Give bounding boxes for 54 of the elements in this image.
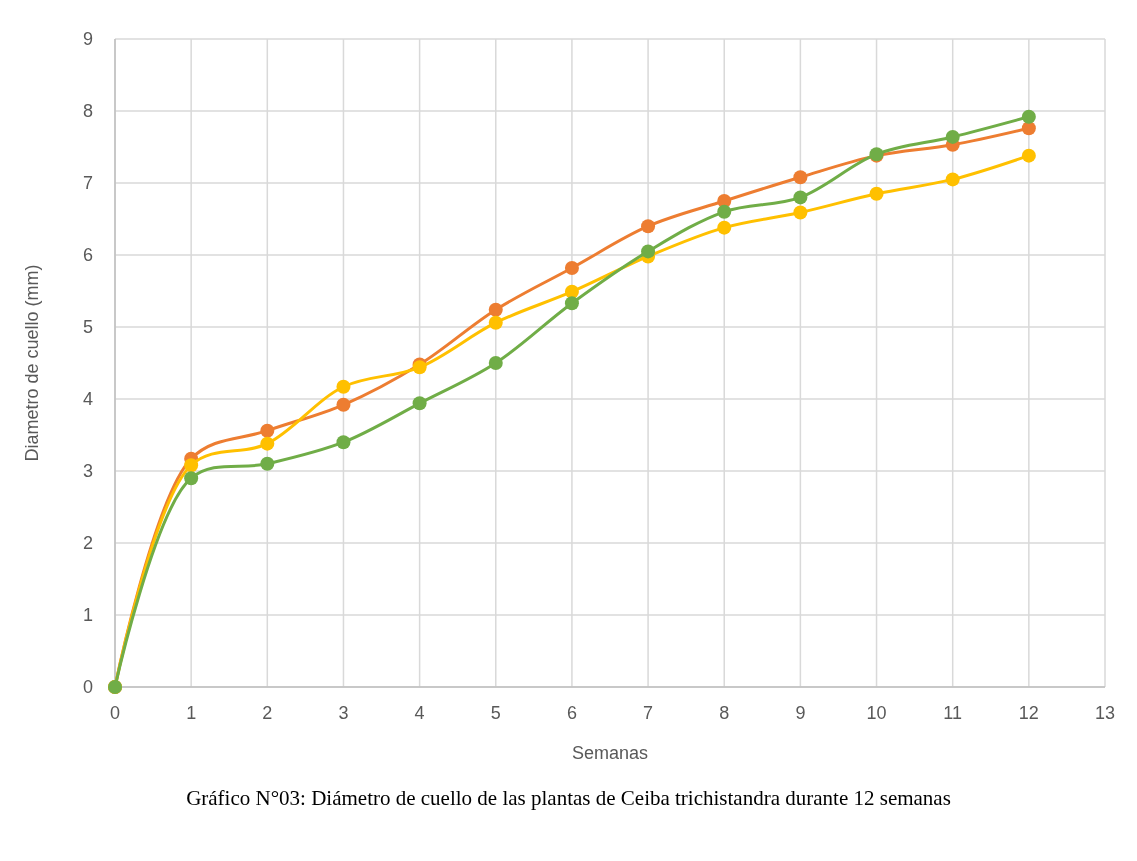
x-tick-label: 4 bbox=[414, 703, 425, 723]
x-tick-label: 13 bbox=[1094, 703, 1116, 723]
x-tick-label: 0 bbox=[109, 703, 121, 723]
y-tick-label: 4 bbox=[82, 389, 93, 410]
point bbox=[260, 423, 275, 438]
point bbox=[488, 302, 503, 317]
point bbox=[945, 129, 960, 144]
y-axis-title: Diametro de cuello (mm) bbox=[22, 264, 42, 462]
point bbox=[1021, 148, 1036, 163]
y-tick-label: 3 bbox=[82, 461, 93, 482]
point bbox=[564, 260, 579, 275]
point bbox=[260, 436, 275, 451]
y-tick-label: 6 bbox=[82, 245, 93, 266]
y-tick-label: 9 bbox=[82, 29, 93, 50]
point bbox=[336, 379, 351, 394]
point bbox=[488, 315, 503, 330]
x-axis-title: Semanas bbox=[571, 743, 649, 763]
point bbox=[793, 205, 808, 220]
point bbox=[184, 471, 199, 486]
point bbox=[336, 397, 351, 412]
point bbox=[641, 219, 656, 234]
x-tick-label: 11 bbox=[943, 703, 963, 723]
y-tick-label: 5 bbox=[82, 317, 93, 338]
point bbox=[564, 296, 579, 311]
point bbox=[945, 172, 960, 187]
point bbox=[184, 458, 199, 473]
point bbox=[793, 170, 808, 185]
x-tick-label: 9 bbox=[795, 703, 806, 723]
point bbox=[260, 456, 275, 471]
x-tick-label: 8 bbox=[719, 703, 730, 723]
x-tick-label: 1 bbox=[186, 703, 197, 723]
x-tick-label: 6 bbox=[566, 703, 577, 723]
x-tick-label: 10 bbox=[866, 703, 887, 723]
y-tick-label: 2 bbox=[82, 533, 93, 554]
x-tick-label: 5 bbox=[490, 703, 501, 723]
y-tick-label: 8 bbox=[82, 101, 93, 122]
point bbox=[488, 356, 503, 370]
x-tick-label: 2 bbox=[262, 703, 273, 723]
point bbox=[869, 186, 884, 201]
y-tick-label: 1 bbox=[82, 605, 93, 626]
x-tick-label: 7 bbox=[643, 703, 654, 723]
point bbox=[641, 244, 656, 259]
text: Gráfico N°03: Diámetro de cuello de las plantas de Ceiba trichistandra durante 12 semanas bbox=[186, 786, 951, 810]
point bbox=[1021, 121, 1036, 136]
point bbox=[717, 220, 732, 235]
point bbox=[717, 204, 732, 219]
y-tick-label: 7 bbox=[82, 173, 93, 194]
point bbox=[412, 396, 427, 411]
x-tick-label: 3 bbox=[338, 703, 349, 723]
x-tick-label: 12 bbox=[1018, 703, 1039, 723]
point bbox=[793, 190, 808, 205]
point bbox=[336, 435, 351, 450]
y-tick-label: 0 bbox=[82, 677, 93, 698]
point bbox=[1021, 109, 1036, 124]
